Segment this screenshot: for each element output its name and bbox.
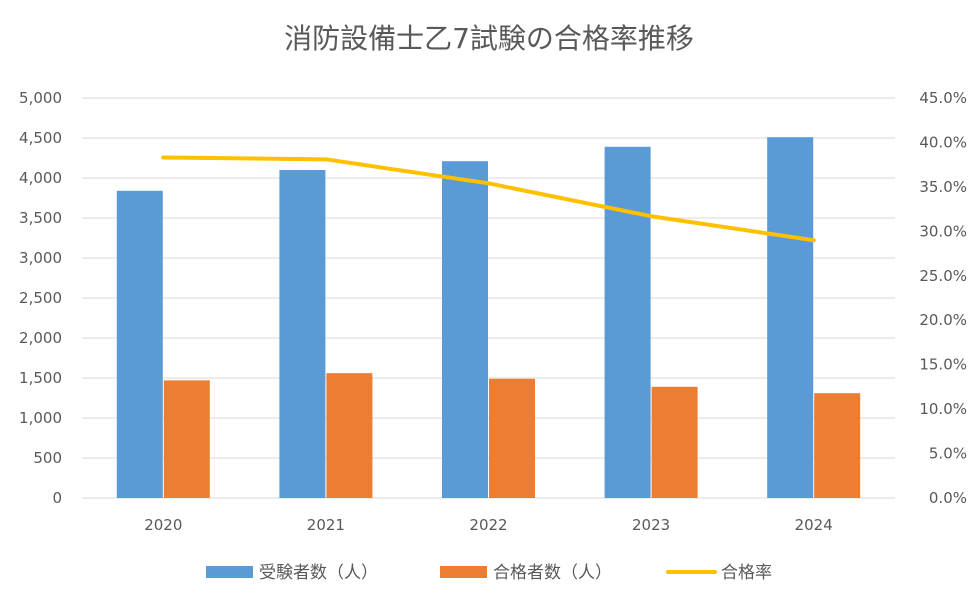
right-tick-label: 30.0% (919, 222, 967, 240)
bar (163, 380, 210, 498)
bar (604, 146, 651, 499)
right-tick-label: 5.0% (929, 445, 967, 463)
right-tick-label: 25.0% (919, 267, 967, 285)
left-tick-label: 1,500 (19, 369, 62, 387)
bar (326, 373, 373, 498)
legend-swatch (206, 566, 253, 578)
legend-label: 合格者数（人） (493, 563, 612, 583)
legend-label: 受験者数（人） (259, 563, 378, 583)
category-axis: 2020 2021 2022 2023 2024 (144, 516, 833, 534)
left-tick-label: 2,000 (19, 329, 62, 347)
left-tick-label: 500 (33, 449, 62, 467)
left-axis: 0 500 1,000 1,500 2,000 2,500 3,000 3,500 4,000 4… (19, 89, 62, 507)
bar (116, 190, 163, 499)
bar (767, 137, 814, 498)
rate-line (161, 155, 816, 243)
left-tick-label: 4,500 (19, 129, 62, 147)
rate-line-path (161, 155, 816, 243)
right-axis: 0.0% 5.0% 10.0% 15.0% 20.0% 25.0% 30.0% 35.0% 40… (919, 89, 967, 507)
rate-point (649, 214, 654, 219)
chart-title: 消防設備士乙7試験の合格率推移 (284, 22, 694, 55)
legend-swatch (440, 566, 487, 578)
bar (489, 378, 535, 498)
rate-point (161, 155, 166, 160)
gridlines (82, 97, 895, 499)
right-tick-label: 10.0% (919, 400, 967, 418)
left-tick-label: 1,000 (19, 409, 62, 427)
bar (814, 393, 861, 498)
legend: 受験者数（人） 合格者数（人） 合格率 (206, 563, 772, 583)
left-tick-label: 3,500 (19, 209, 62, 227)
left-tick-label: 4,000 (19, 169, 62, 187)
right-tick-label: 15.0% (919, 356, 967, 374)
bar (651, 386, 698, 498)
category-label: 2021 (307, 516, 345, 534)
bar (442, 161, 488, 498)
rate-point (323, 157, 328, 162)
category-label: 2020 (144, 516, 182, 534)
left-tick-label: 0 (52, 489, 62, 507)
bar (279, 170, 326, 498)
category-label: 2022 (469, 516, 507, 534)
right-tick-label: 0.0% (929, 489, 967, 507)
left-tick-label: 3,000 (19, 249, 62, 267)
legend-label: 合格率 (721, 563, 772, 583)
left-tick-label: 2,500 (19, 289, 62, 307)
rate-point (486, 181, 491, 186)
category-label: 2024 (795, 516, 833, 534)
left-tick-label: 5,000 (19, 89, 62, 107)
bars (116, 137, 861, 499)
right-tick-label: 40.0% (919, 133, 967, 151)
right-tick-label: 35.0% (919, 178, 967, 196)
category-label: 2023 (632, 516, 670, 534)
rate-point (811, 238, 816, 243)
right-tick-label: 20.0% (919, 311, 967, 329)
right-tick-label: 45.0% (919, 89, 967, 107)
